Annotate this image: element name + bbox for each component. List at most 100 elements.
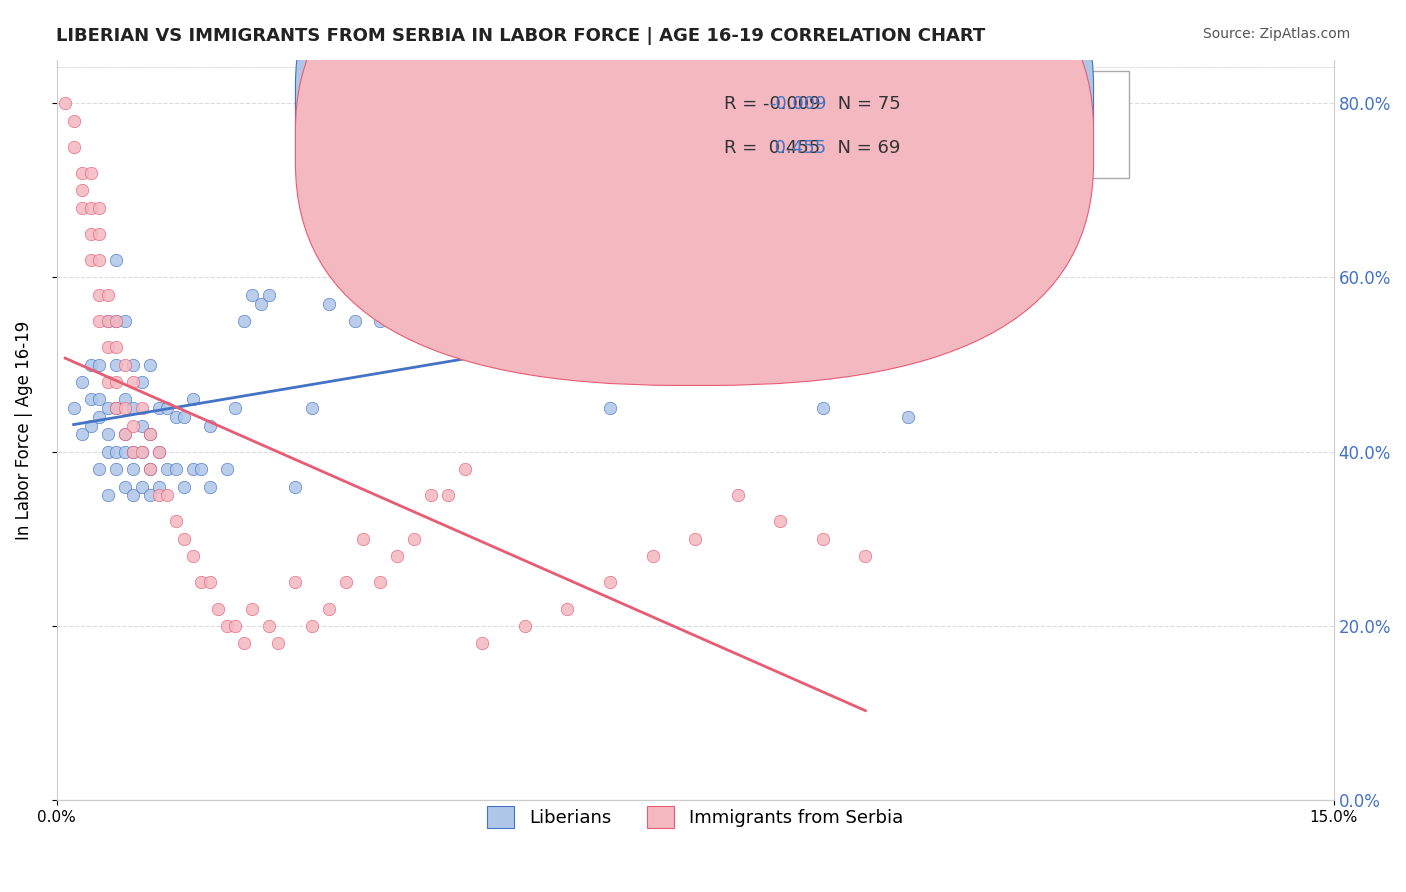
Point [513,296,536,310]
Point [105,340,128,354]
Point [70,427,93,442]
Point [97,288,120,302]
Point [250,296,273,310]
Point [599,401,621,416]
Point [122,375,145,389]
Point [190,575,212,590]
Point [454,314,477,328]
Point [148,401,170,416]
Point [114,444,136,458]
Point [769,515,792,529]
Point [284,479,307,493]
Point [139,462,162,476]
Point [97,488,120,502]
Point [259,619,281,633]
Point [131,444,153,458]
Point [122,444,145,458]
Point [198,418,221,433]
Point [471,314,494,328]
Point [352,532,374,546]
Point [105,401,128,416]
Point [385,314,408,328]
Point [105,444,128,458]
Point [267,636,290,650]
Point [173,409,195,424]
Point [114,427,136,442]
Point [811,401,834,416]
Point [641,549,664,564]
FancyBboxPatch shape [657,70,1129,178]
Point [224,401,246,416]
Point [232,636,254,650]
FancyBboxPatch shape [295,0,1094,341]
Point [79,418,101,433]
Point [198,575,221,590]
Point [599,575,621,590]
Point [242,288,264,302]
Point [89,252,111,267]
Point [62,139,84,153]
Text: R = -0.009   N = 75: R = -0.009 N = 75 [724,95,901,113]
Point [139,488,162,502]
Text: R =  0.455   N = 69: R = 0.455 N = 69 [724,139,901,158]
Point [70,183,93,197]
Point [215,619,238,633]
Point [62,401,84,416]
Point [105,462,128,476]
Point [70,166,93,180]
FancyBboxPatch shape [295,0,1094,385]
Point [79,392,101,407]
Point [165,515,187,529]
Point [641,210,664,224]
Point [89,392,111,407]
Point [131,479,153,493]
Point [318,296,340,310]
Point [97,314,120,328]
Point [811,532,834,546]
Point [513,619,536,633]
Point [97,314,120,328]
Point [420,488,443,502]
Point [181,462,204,476]
Point [79,166,101,180]
Point [105,358,128,372]
Point [148,488,170,502]
Point [683,532,706,546]
Point [284,575,307,590]
Point [122,462,145,476]
Point [165,462,187,476]
Point [181,392,204,407]
Point [368,575,391,590]
Point [97,375,120,389]
Point [385,549,408,564]
Point [131,444,153,458]
Point [122,358,145,372]
Point [232,314,254,328]
Point [173,532,195,546]
Text: Source: ZipAtlas.com: Source: ZipAtlas.com [1202,27,1350,41]
Point [165,409,187,424]
Point [131,418,153,433]
Point [79,227,101,241]
Point [557,227,579,241]
Point [557,601,579,615]
Point [89,227,111,241]
Text: 0.455: 0.455 [769,139,827,158]
Point [727,488,749,502]
Point [114,392,136,407]
Point [114,427,136,442]
Point [122,401,145,416]
Point [89,288,111,302]
Point [105,252,128,267]
Point [131,375,153,389]
Point [224,619,246,633]
Point [70,201,93,215]
Point [105,401,128,416]
Point [242,601,264,615]
Point [437,488,460,502]
Point [259,288,281,302]
Point [335,575,357,590]
Point [114,401,136,416]
Point [148,444,170,458]
Point [156,401,179,416]
